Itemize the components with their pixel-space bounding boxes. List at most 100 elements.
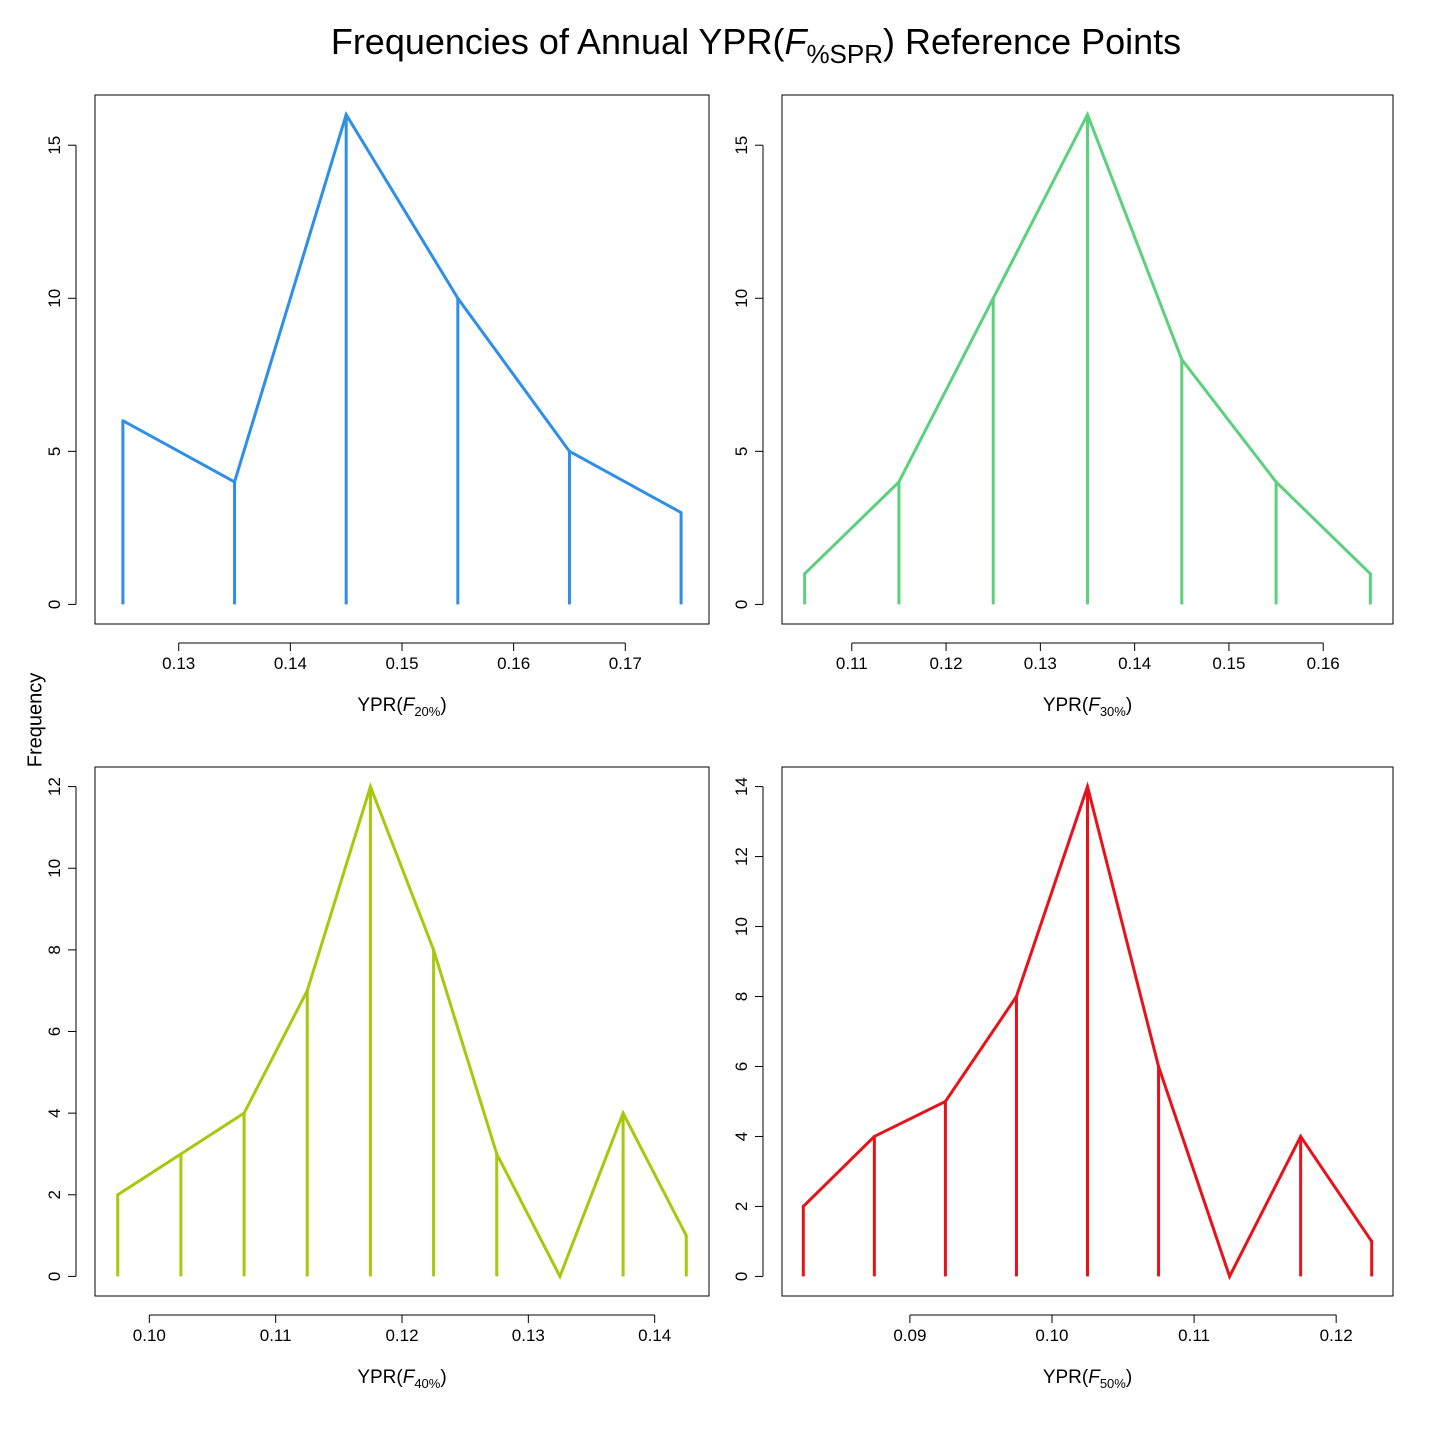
x-tick-label: 0.16: [497, 654, 530, 673]
x-axis-title: YPR(F40%): [357, 1367, 446, 1391]
frequency-polygon-line: [116, 782, 688, 1281]
data-point: [684, 1234, 688, 1238]
chart-title-italic: F: [784, 21, 807, 62]
y-tick-label: 8: [45, 945, 64, 954]
chart-panel-4: 0.09 0.10 0.11 0.12 0 2 4 6 8 10 12 14: [732, 766, 1394, 1345]
x-tick-label: 0.11: [836, 654, 868, 673]
data-point: [1228, 1274, 1232, 1278]
x-tick-label: 0.17: [609, 654, 642, 673]
chart-panel-2: 0.11 0.12 0.13 0.14 0.15 0.16 0 5 10 15: [732, 94, 1394, 673]
plot-frame: [781, 766, 1394, 1297]
x-tick-label: 0.11: [260, 1326, 292, 1345]
x-axis-title-prefix: YPR(: [1042, 1367, 1089, 1388]
chart-title-subscript: %SPR: [806, 39, 884, 69]
plot-frame: [94, 766, 710, 1297]
data-point: [305, 989, 309, 993]
x-axis-title-suffix: ): [440, 1367, 447, 1388]
x-axis-title-subscript: 20%: [414, 704, 441, 719]
x-axis-title-suffix: ): [440, 695, 447, 716]
chart-title-suffix: ) Reference Points: [883, 21, 1182, 62]
x-tick-label: 0.13: [1024, 654, 1057, 673]
data-series: [121, 110, 683, 605]
y-tick-label: 10: [732, 917, 751, 936]
x-tick-label: 0.14: [638, 1326, 671, 1345]
y-tick-label: 12: [732, 847, 751, 866]
y-tick-label: 6: [45, 1027, 64, 1036]
data-point: [121, 419, 125, 423]
y-tick-label: 15: [732, 136, 751, 155]
x-axis: 0.10 0.11 0.12 0.13 0.14: [133, 1314, 671, 1345]
y-tick-label: 0: [732, 600, 751, 609]
data-point: [1299, 1134, 1303, 1138]
y-tick-label: 4: [45, 1108, 64, 1117]
data-point: [344, 113, 348, 117]
x-tick-label: 0.11: [1178, 1326, 1210, 1345]
x-tick-label: 0.10: [133, 1326, 166, 1345]
x-axis-title-prefix: YPR(: [357, 1367, 403, 1388]
data-point: [679, 511, 683, 515]
x-tick-label: 0.15: [1212, 654, 1245, 673]
data-point: [1086, 113, 1089, 117]
x-axis: 0.09 0.10 0.11 0.12: [893, 1314, 1353, 1345]
y-tick-label: 4: [732, 1132, 751, 1141]
y-tick-label: 10: [45, 859, 64, 878]
chart-panel-1: 0.13 0.14 0.15 0.16 0.17 0 5 10 15: [45, 94, 710, 673]
x-axis-title-suffix: ): [1125, 1367, 1133, 1388]
x-tick-label: 0.10: [1035, 1326, 1068, 1345]
y-tick-label: 10: [45, 289, 64, 308]
x-tick-label: 0.09: [893, 1326, 926, 1345]
y-tick-label: 0: [732, 1272, 751, 1281]
y-tick-label: 8: [732, 992, 751, 1001]
x-tick-label: 0.14: [1118, 654, 1151, 673]
data-series: [801, 781, 1374, 1281]
x-axis: 0.13 0.14 0.15 0.16 0.17: [162, 642, 642, 673]
data-point: [872, 1134, 876, 1138]
data-point: [621, 1111, 625, 1115]
data-point: [1274, 480, 1278, 484]
x-axis-title-italic: F: [402, 695, 415, 716]
chart-title: Frequencies of Annual YPR(F%SPR) Referen…: [0, 18, 1440, 78]
data-point: [456, 296, 460, 300]
data-point: [368, 785, 372, 789]
y-axis: 0 2 4 6 8 10 12: [45, 777, 77, 1281]
x-axis-title-subscript: 30%: [1099, 704, 1126, 719]
data-point: [1014, 995, 1018, 999]
data-point: [803, 572, 807, 576]
y-tick-label: 5: [45, 447, 64, 456]
data-point: [233, 480, 237, 484]
x-axis-title-subscript: 50%: [1099, 1376, 1126, 1391]
plot-frame: [94, 94, 710, 625]
data-point: [116, 1193, 120, 1197]
y-tick-label: 2: [732, 1202, 751, 1211]
frequency-polygon-line: [122, 110, 682, 514]
y-tick-label: 10: [732, 289, 751, 308]
y-tick-label: 0: [45, 1272, 64, 1281]
x-tick-label: 0.13: [162, 654, 195, 673]
data-point: [991, 296, 995, 300]
data-point: [1086, 785, 1089, 789]
y-tick-label: 15: [45, 136, 64, 155]
data-point: [1180, 358, 1184, 361]
x-axis-title: YPR(F30%): [1043, 695, 1132, 719]
x-axis-title-suffix: ): [1125, 695, 1133, 716]
data-series: [116, 782, 688, 1281]
x-tick-label: 0.16: [1307, 654, 1340, 673]
data-point: [897, 480, 901, 484]
data-point: [179, 1152, 183, 1156]
data-point: [567, 449, 571, 453]
data-point: [1157, 1064, 1161, 1068]
data-point: [242, 1111, 246, 1115]
data-point: [495, 1152, 499, 1156]
data-point: [801, 1204, 805, 1208]
x-tick-label: 0.15: [385, 654, 418, 673]
x-axis-title-italic: F: [402, 1367, 415, 1388]
data-point: [558, 1274, 562, 1278]
x-axis-title-prefix: YPR(: [1042, 695, 1089, 716]
plot-frame: [781, 94, 1394, 625]
x-axis-title-prefix: YPR(: [357, 695, 403, 716]
x-tick-label: 0.13: [512, 1326, 545, 1345]
x-tick-label: 0.12: [930, 654, 963, 673]
data-point: [1370, 1239, 1374, 1243]
x-axis-title: YPR(F50%): [1043, 1367, 1132, 1391]
